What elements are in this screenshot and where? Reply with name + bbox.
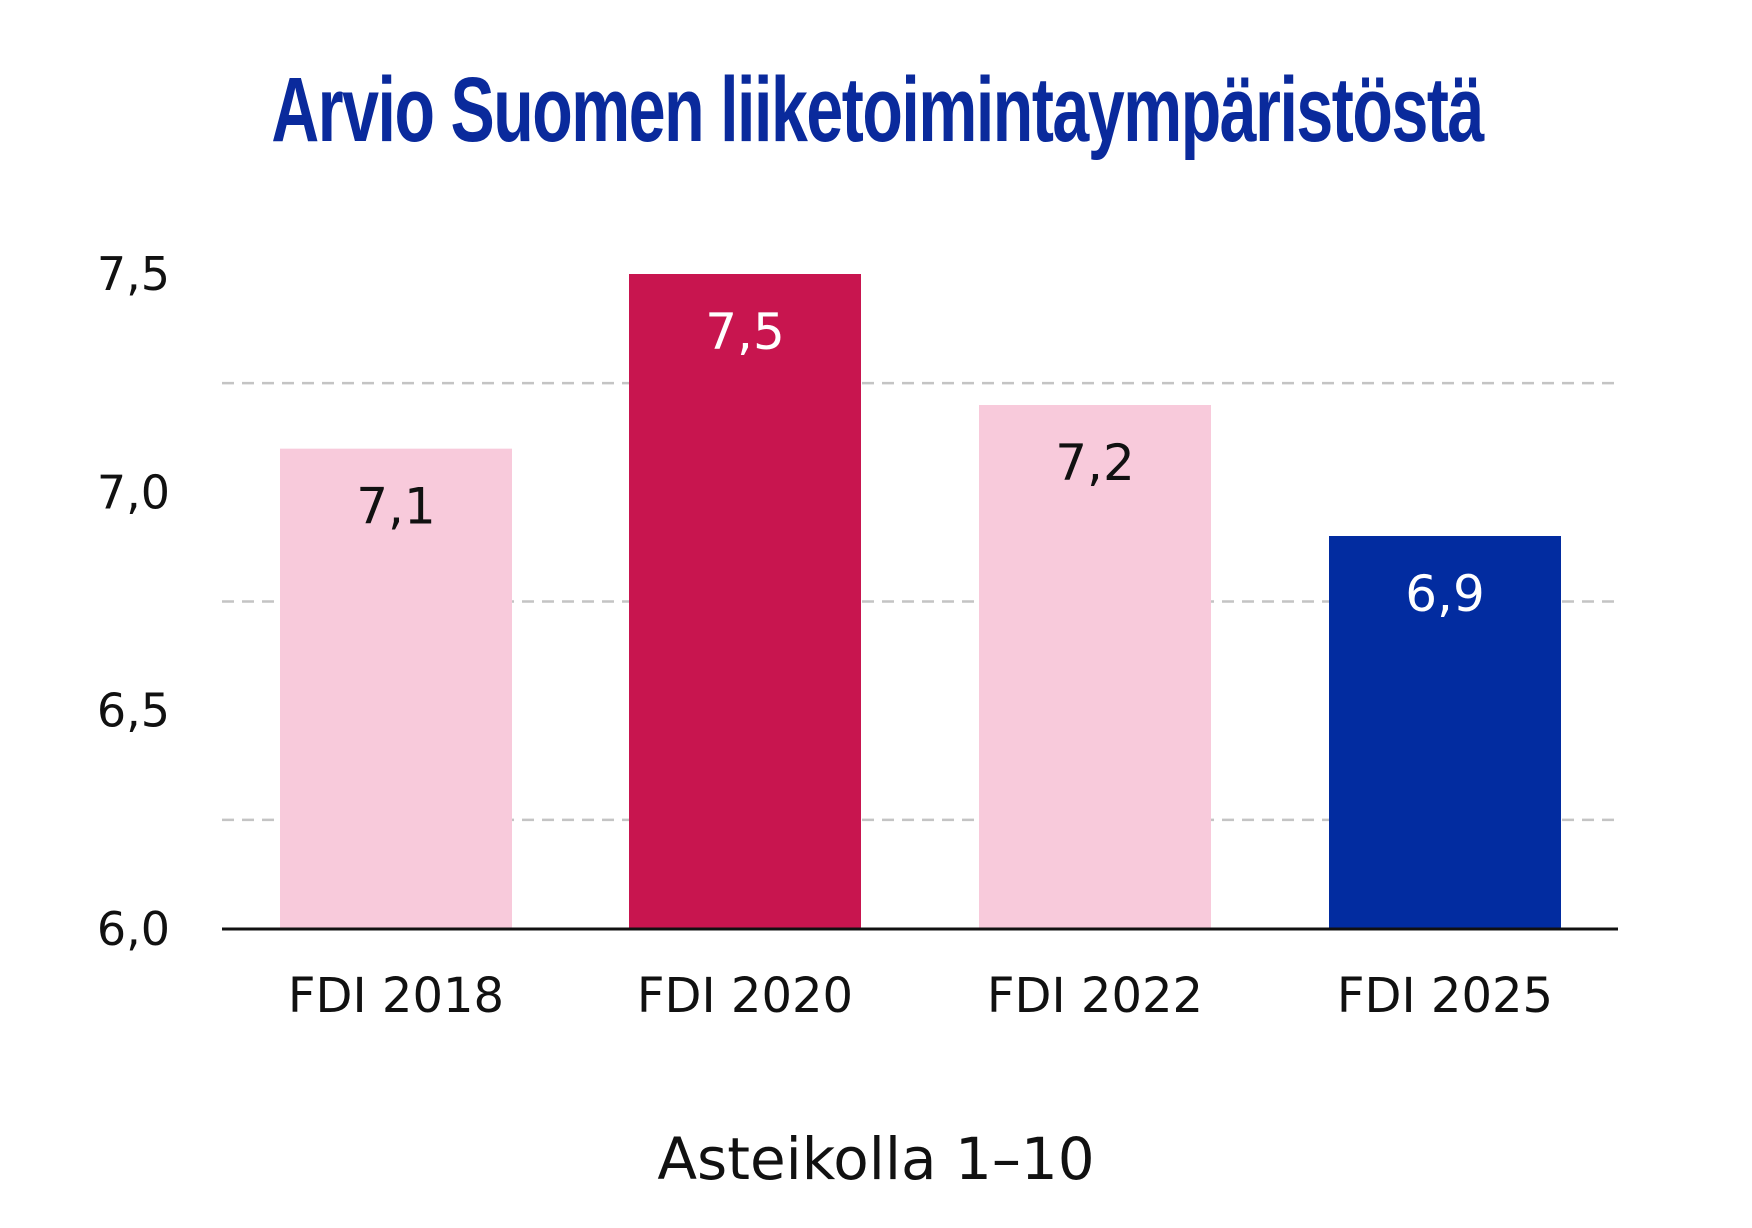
x-axis-label: Asteikolla 1–10 bbox=[657, 1125, 1095, 1193]
bar bbox=[979, 405, 1211, 929]
bar bbox=[1329, 536, 1561, 929]
data-label: 7,1 bbox=[356, 478, 436, 536]
x-tick-label: FDI 2020 bbox=[637, 968, 853, 1024]
x-tick-label: FDI 2022 bbox=[987, 968, 1203, 1024]
y-tick-label: 6,0 bbox=[97, 902, 170, 956]
data-label: 7,5 bbox=[705, 303, 785, 361]
y-tick-label: 6,5 bbox=[97, 684, 170, 738]
chart-title: Arvio Suomen liiketoimintaympäristöstä bbox=[271, 59, 1484, 161]
data-label: 7,2 bbox=[1055, 434, 1135, 492]
x-tick-label: FDI 2025 bbox=[1337, 968, 1553, 1024]
y-tick-label: 7,5 bbox=[97, 247, 170, 301]
bar bbox=[280, 448, 512, 929]
y-tick-label: 7,0 bbox=[97, 465, 170, 519]
bar bbox=[629, 274, 861, 929]
x-tick-label: FDI 2018 bbox=[288, 968, 504, 1024]
data-label: 6,9 bbox=[1405, 565, 1485, 623]
